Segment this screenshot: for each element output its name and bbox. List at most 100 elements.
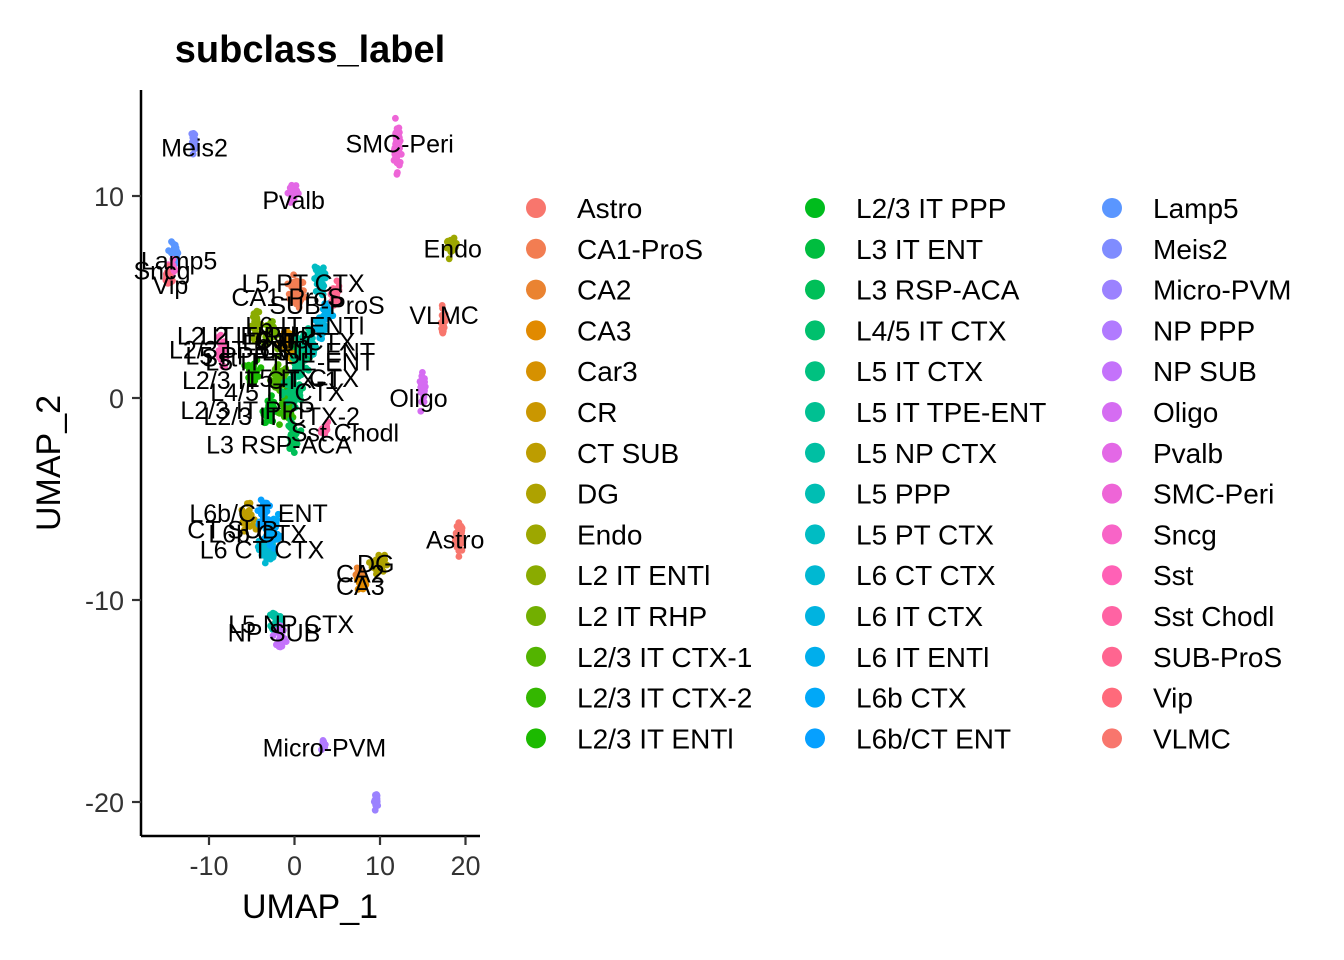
data-point xyxy=(262,333,270,341)
legend-label: Oligo xyxy=(1153,397,1218,428)
data-point xyxy=(358,569,366,577)
cluster-label: L2/3 IT ENTl xyxy=(169,337,309,365)
data-point xyxy=(239,518,247,526)
legend-key xyxy=(526,320,546,341)
cluster-label: L3 IT ENT xyxy=(262,339,375,367)
legend-key xyxy=(1102,238,1122,259)
cluster-l6-it-ctx xyxy=(311,312,329,343)
cluster-ca1-pros xyxy=(284,271,309,311)
cluster-l5-ppp xyxy=(304,334,320,359)
data-point xyxy=(302,356,310,364)
cluster-label: Vip xyxy=(153,272,189,300)
data-point xyxy=(373,791,380,799)
cluster-label: CT SUB xyxy=(187,516,278,544)
data-point xyxy=(272,518,280,526)
data-point xyxy=(246,523,254,530)
legend-label: Meis2 xyxy=(1153,234,1228,265)
data-point xyxy=(393,154,400,162)
cluster-label: L2/3 IT CTX-1 xyxy=(182,367,339,395)
data-point xyxy=(391,144,399,152)
data-point xyxy=(314,325,322,332)
legend-label: DG xyxy=(577,479,619,510)
legend-label: L5 PT CTX xyxy=(856,519,994,550)
data-point xyxy=(261,559,269,567)
legend-label: Astro xyxy=(577,193,642,224)
legend-key xyxy=(526,483,546,504)
data-point xyxy=(217,348,224,356)
legend-label: L5 IT TPE-ENT xyxy=(856,397,1046,428)
data-point xyxy=(285,329,293,337)
y-tick-label: -10 xyxy=(85,586,124,616)
cluster-sub-pros xyxy=(327,277,343,309)
data-point xyxy=(331,288,338,295)
legend-key xyxy=(1102,361,1122,382)
legend-label: Sst Chodl xyxy=(1153,601,1274,632)
legend-label: L3 IT ENT xyxy=(856,234,983,265)
legend-label: L2 IT RHP xyxy=(577,601,707,632)
x-axis-title: UMAP_1 xyxy=(242,888,378,926)
data-point xyxy=(307,339,315,347)
cluster-label: SUB-ProS xyxy=(269,292,384,320)
data-point xyxy=(294,334,301,342)
data-point xyxy=(165,262,172,270)
cluster-label: L2/3 IT CTX-2 xyxy=(203,403,360,431)
legend-label: L3 RSP-ACA xyxy=(856,275,1020,306)
legend-key xyxy=(1102,646,1122,667)
legend-label: L2/3 IT ENTl xyxy=(577,723,734,754)
cluster-label: L3 RSP-ACA xyxy=(206,432,352,460)
data-point xyxy=(274,510,282,518)
data-point xyxy=(374,802,382,809)
cluster-label: L6b CTX xyxy=(208,520,307,548)
data-point xyxy=(276,370,283,378)
data-point xyxy=(266,502,273,510)
data-point xyxy=(252,324,260,332)
data-point xyxy=(300,287,307,294)
legend-label: L5 IT CTX xyxy=(856,356,983,387)
data-point xyxy=(443,238,451,246)
data-point xyxy=(257,496,265,504)
data-point xyxy=(245,361,253,369)
data-point xyxy=(323,424,330,431)
data-point xyxy=(289,389,297,397)
legend-key xyxy=(805,442,825,463)
cluster-micro-pvm xyxy=(370,791,382,814)
legend-key xyxy=(1102,198,1122,218)
data-point xyxy=(259,521,267,528)
data-point xyxy=(320,739,327,747)
cluster-label: L6 IT CTX xyxy=(242,328,356,356)
data-point xyxy=(380,558,387,566)
data-point xyxy=(296,299,303,306)
data-point xyxy=(266,551,273,559)
data-point xyxy=(393,170,401,178)
legend-label: L4/5 IT CTX xyxy=(856,315,1007,346)
data-point xyxy=(240,527,248,535)
data-point xyxy=(445,255,453,263)
data-point xyxy=(249,516,257,524)
legend-label: L6b/CT ENT xyxy=(856,723,1011,754)
data-point xyxy=(307,345,315,353)
cluster-label: L2 IT ENTl xyxy=(177,322,296,350)
data-point xyxy=(274,612,282,620)
cluster-label: DG xyxy=(357,551,395,579)
points-layer xyxy=(162,114,466,814)
legend-key xyxy=(526,442,546,463)
data-point xyxy=(295,383,303,390)
data-point xyxy=(295,361,302,369)
legend-key xyxy=(805,238,825,259)
data-point xyxy=(260,535,268,542)
data-point xyxy=(266,541,274,548)
legend-label: Sst xyxy=(1153,560,1194,591)
legend-label: L6 IT CTX xyxy=(856,601,983,632)
x-tick-label: 0 xyxy=(287,851,302,881)
data-point xyxy=(290,278,298,286)
legend-key xyxy=(1102,483,1122,504)
x-tick-label: -10 xyxy=(189,851,228,881)
legend-key xyxy=(526,402,546,422)
data-point xyxy=(283,406,291,414)
data-point xyxy=(241,512,249,520)
legend-key xyxy=(1102,565,1122,586)
legend-key xyxy=(805,606,825,626)
data-point xyxy=(301,293,309,301)
data-point xyxy=(277,628,285,636)
data-point xyxy=(289,429,297,436)
